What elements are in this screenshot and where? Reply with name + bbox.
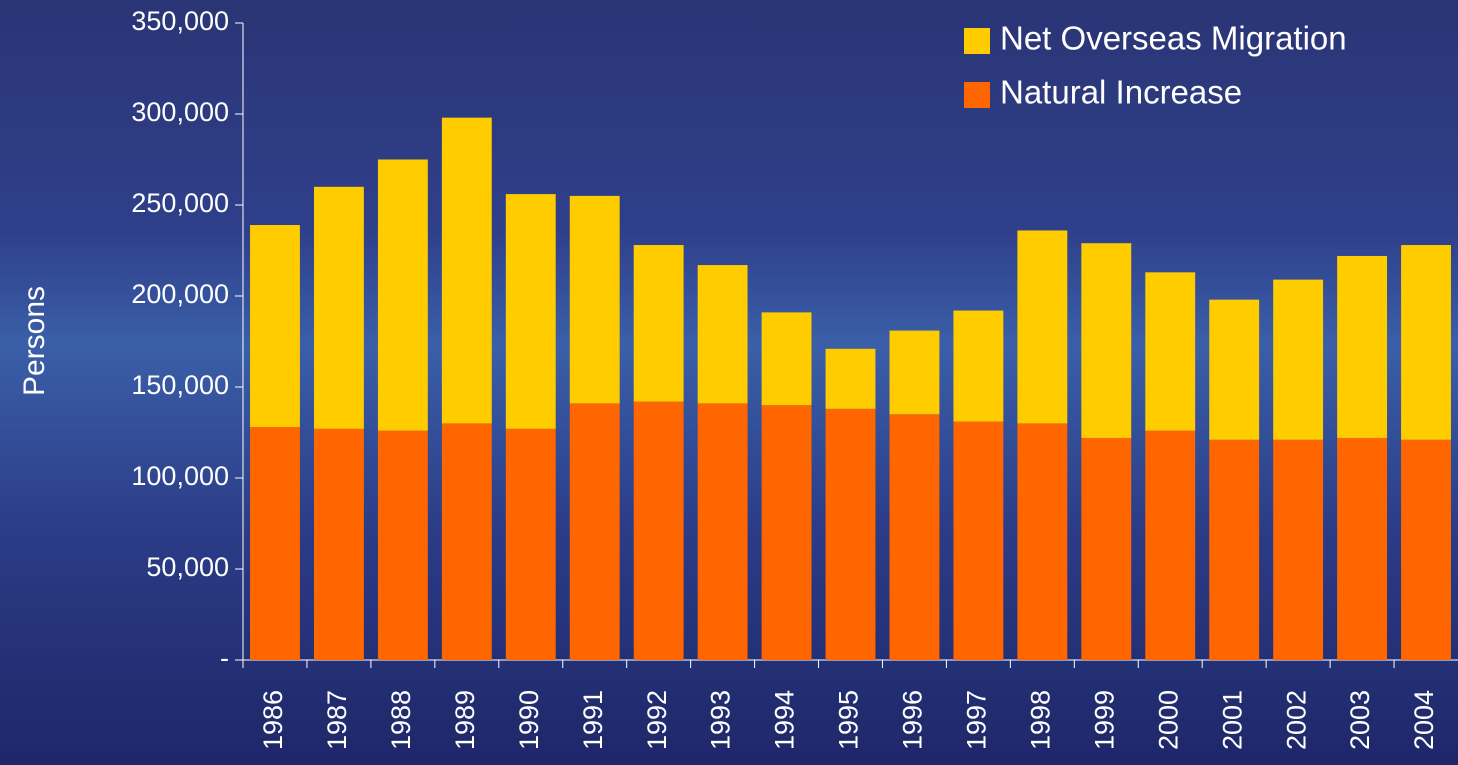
bar-segment (953, 421, 1004, 660)
bar-segment (825, 348, 876, 409)
bar-segment (1145, 430, 1196, 660)
bar-segment (1081, 437, 1132, 660)
bar-segment (761, 312, 812, 406)
y-tick-label: 200,000 (131, 279, 229, 309)
bar-segment (889, 330, 940, 415)
bar-segment (825, 408, 876, 660)
x-tick-label: 1992 (642, 690, 672, 750)
bar-segment (569, 403, 620, 660)
bar-segment (1273, 439, 1324, 660)
legend-label: Natural Increase (1000, 74, 1242, 111)
bar-segment (1337, 437, 1388, 660)
bar-segment (1209, 439, 1260, 660)
bar-segment (761, 405, 812, 660)
bar-segment (633, 245, 684, 402)
y-tick-label: 50,000 (146, 552, 229, 582)
x-tick-label: 1997 (962, 690, 992, 750)
bar-segment (953, 310, 1004, 422)
bar-segment (889, 414, 940, 660)
bar-segment (313, 186, 364, 429)
bar-segment (1273, 279, 1324, 440)
x-tick-label: 1990 (514, 690, 544, 750)
bar-segment (697, 265, 748, 404)
x-tick-label: 1994 (770, 690, 800, 750)
legend-swatch (964, 28, 990, 54)
legend-label: Net Overseas Migration (1000, 20, 1347, 57)
bar-segment (1209, 299, 1260, 440)
bar-segment (1017, 230, 1068, 424)
x-tick-label: 2004 (1409, 690, 1439, 750)
x-tick-label: 1988 (386, 690, 416, 750)
bar-segment (1401, 245, 1451, 440)
bar-segment (1401, 439, 1451, 660)
bar-segment (377, 159, 428, 431)
bar-segment (377, 430, 428, 660)
x-tick-label: 2003 (1345, 690, 1375, 750)
bar-segment (441, 117, 492, 424)
x-tick-label: 2001 (1217, 690, 1247, 750)
y-tick-label: - (220, 643, 229, 673)
x-tick-label: 2002 (1281, 690, 1311, 750)
bar-segment (569, 195, 620, 404)
x-tick-label: 1996 (898, 690, 928, 750)
bar-segment (313, 428, 364, 660)
bar-segment (1017, 423, 1068, 660)
x-tick-label: 1986 (258, 690, 288, 750)
legend-swatch (964, 82, 990, 108)
x-tick-label: 1987 (322, 690, 352, 750)
y-tick-label: 350,000 (131, 6, 229, 36)
x-tick-label: 1993 (706, 690, 736, 750)
x-tick-label: 1989 (450, 690, 480, 750)
bar-segment (250, 427, 300, 660)
y-tick-label: 300,000 (131, 97, 229, 127)
x-tick-label: 2000 (1153, 690, 1183, 750)
bar-segment (505, 428, 556, 660)
bar-segment (441, 423, 492, 660)
y-tick-label: 100,000 (131, 461, 229, 491)
bar-segment (633, 401, 684, 660)
bar-segment (1337, 255, 1388, 438)
bar-segment (697, 403, 748, 660)
bar-segment (1081, 243, 1132, 438)
y-tick-label: 150,000 (131, 370, 229, 400)
bar-segment (250, 225, 300, 428)
x-tick-label: 1998 (1025, 690, 1055, 750)
x-tick-label: 1999 (1089, 690, 1119, 750)
y-tick-label: 250,000 (131, 188, 229, 218)
x-tick-label: 1991 (578, 690, 608, 750)
x-tick-label: 1995 (834, 690, 864, 750)
bar-segment (1145, 272, 1196, 431)
bar-segment (505, 194, 556, 429)
y-axis-label: Persons (18, 286, 51, 396)
